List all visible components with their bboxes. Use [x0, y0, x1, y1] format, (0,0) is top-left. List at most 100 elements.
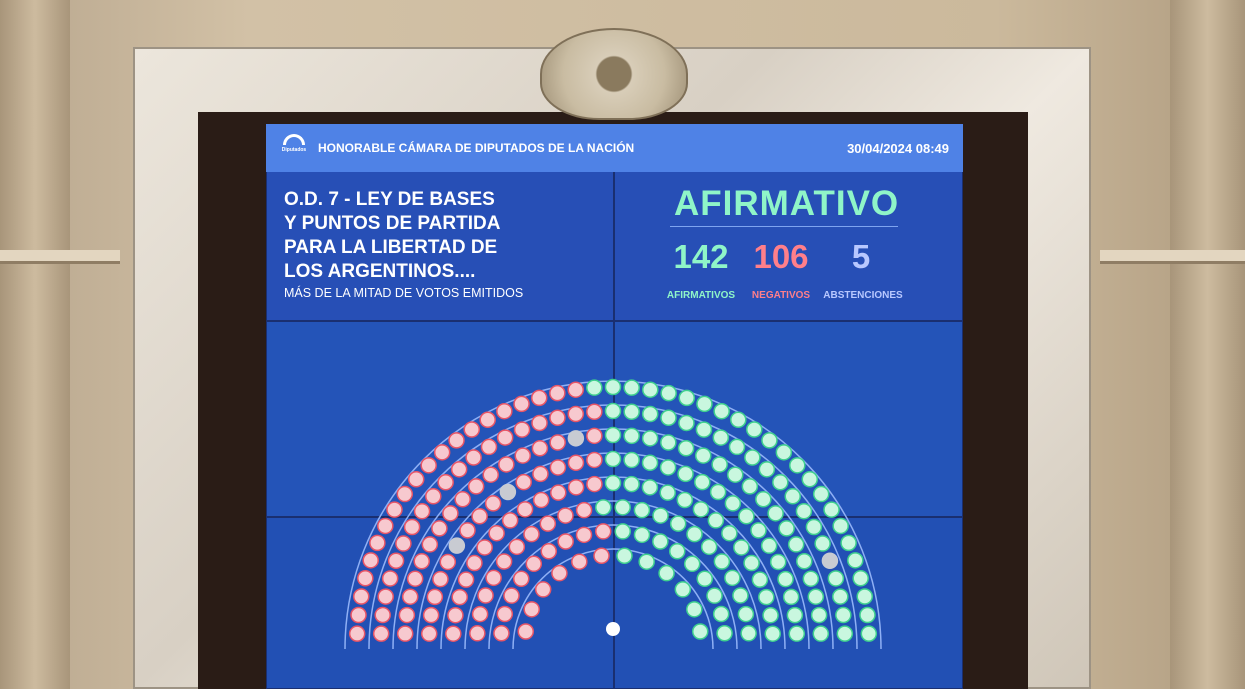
- seat-afirmativo: [696, 395, 713, 413]
- seat-afirmativo: [733, 539, 750, 556]
- seat-negativo: [498, 456, 515, 473]
- seat-negativo: [530, 389, 548, 407]
- seat-negativo: [457, 571, 475, 588]
- seat-negativo: [534, 581, 552, 598]
- row-arc: [512, 548, 714, 650]
- seat-negativo: [557, 507, 574, 524]
- seat-afirmativo: [604, 402, 622, 420]
- seat-negativo: [433, 444, 451, 461]
- seat-negativo: [508, 538, 526, 556]
- seat-negativo: [374, 606, 391, 624]
- seat-afirmativo: [832, 517, 849, 535]
- seat-afirmativo: [641, 454, 659, 472]
- seat-negativo: [479, 411, 496, 429]
- seat-negativo: [488, 524, 505, 542]
- seat-afirmativo: [677, 440, 695, 457]
- seat-afirmativo: [641, 405, 659, 423]
- seat-negativo: [396, 625, 414, 642]
- seat-negativo: [495, 553, 513, 570]
- seat-negativo: [439, 553, 457, 571]
- seat-negativo: [594, 523, 612, 540]
- seat-afirmativo: [623, 427, 640, 445]
- seat-negativo: [422, 606, 440, 624]
- seat-negativo: [413, 553, 430, 570]
- seat-afirmativo: [711, 456, 728, 473]
- seat-afirmativo: [746, 421, 763, 438]
- seat-negativo: [447, 606, 464, 624]
- seat-afirmativo: [623, 379, 640, 396]
- seat-afirmativo: [696, 570, 713, 588]
- seat-afirmativo: [695, 421, 713, 438]
- seat-negativo: [432, 570, 449, 588]
- seat-negativo: [362, 552, 379, 569]
- seat-afirmativo: [744, 449, 761, 466]
- seat-negativo: [496, 429, 514, 446]
- seat-afirmativo: [827, 570, 845, 587]
- seat-afirmativo: [668, 543, 686, 560]
- seat-afirmativo: [713, 402, 730, 420]
- crest-ornament: [540, 28, 688, 120]
- seat-afirmativo: [805, 518, 823, 536]
- seat-negativo: [531, 414, 548, 432]
- seat-afirmativo: [678, 414, 695, 432]
- seat-negativo: [401, 588, 419, 605]
- seat-negativo: [477, 587, 494, 604]
- seat-negativo: [513, 395, 530, 413]
- seat-afirmativo: [712, 605, 730, 623]
- seat-afirmativo: [784, 488, 801, 505]
- seat-negativo: [450, 461, 468, 478]
- seat-negativo: [586, 451, 603, 469]
- seat-afirmativo: [659, 484, 676, 501]
- seat-afirmativo: [586, 379, 603, 396]
- seat-negativo: [480, 438, 498, 456]
- seat-afirmativo: [740, 625, 757, 642]
- seat-afirmativo: [669, 515, 687, 532]
- seat-afirmativo: [659, 459, 677, 476]
- seat-afirmativo: [641, 479, 659, 496]
- seat-negativo: [403, 518, 421, 536]
- vote-display: Diputados HONORABLE CÁMARA DE DIPUTADOS …: [266, 124, 963, 689]
- seat-afirmativo: [595, 499, 612, 516]
- seat-negativo: [571, 553, 588, 570]
- seat-negativo: [454, 491, 471, 508]
- seat-afirmativo: [691, 623, 709, 640]
- seat-negativo: [523, 525, 540, 543]
- seat-afirmativo: [692, 501, 710, 518]
- seat-negativo: [465, 449, 482, 466]
- seat-afirmativo: [847, 552, 864, 569]
- seat-negativo: [567, 454, 585, 472]
- seat-afirmativo: [758, 588, 775, 606]
- seat-afirmativo: [732, 587, 749, 604]
- seat-afirmativo: [852, 569, 869, 587]
- seat-afirmativo: [642, 381, 659, 398]
- chamber-name: HONORABLE CÁMARA DE DIPUTADOS DE LA NACI…: [318, 141, 635, 155]
- seat-negativo: [348, 625, 366, 642]
- label-abstenciones: ABSTENCIONES: [823, 290, 903, 301]
- seat-negativo: [516, 501, 534, 518]
- seat-afirmativo: [712, 429, 730, 446]
- seat-negativo: [466, 554, 483, 572]
- seat-afirmativo: [769, 553, 787, 571]
- seat-negativo: [425, 488, 442, 505]
- seat-negativo: [471, 605, 489, 623]
- seat-negativo: [420, 457, 437, 474]
- seat-afirmativo: [616, 547, 633, 565]
- seat-negativo: [369, 534, 386, 552]
- seat-afirmativo: [795, 502, 813, 520]
- seat-negativo: [484, 495, 502, 512]
- diputados-logo: Diputados: [278, 134, 310, 162]
- seat-afirmativo: [716, 624, 733, 642]
- seat-afirmativo: [652, 507, 669, 524]
- seat-negativo: [531, 440, 549, 457]
- seat-afirmativo: [856, 588, 873, 605]
- seat-negativo: [549, 409, 566, 426]
- seat-negativo: [550, 484, 567, 501]
- seat-negativo: [532, 465, 549, 483]
- seat-negativo: [421, 536, 439, 553]
- divider: [670, 226, 898, 227]
- seat-abstencion: [567, 430, 585, 447]
- motion-title: O.D. 7 - LEY DE BASES Y PUNTOS DE PARTIDA…: [284, 189, 501, 282]
- seat-afirmativo: [700, 538, 718, 556]
- seat-afirmativo: [772, 474, 789, 491]
- seat-negativo: [406, 570, 424, 587]
